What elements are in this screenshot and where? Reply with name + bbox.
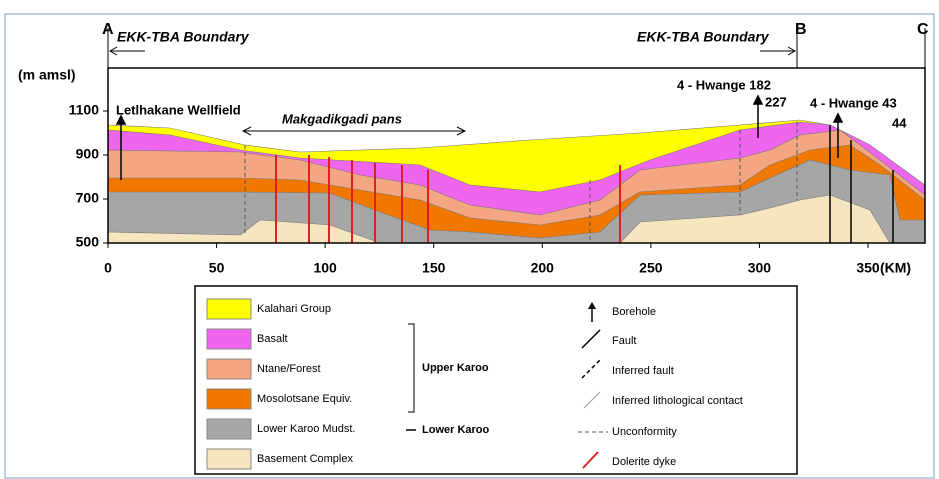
y-tick-label: 900 — [76, 146, 100, 162]
legend-swatch — [206, 418, 252, 440]
axes: 0 50 100 150 200 250 300 350 500 700 900 1100 — [69, 102, 880, 276]
layers — [107, 119, 926, 244]
symbol-label: Inferred lithological contact — [612, 395, 743, 407]
x-tick-label: 0 — [104, 260, 112, 276]
legend-swatch — [206, 388, 252, 410]
hwange-182: 4 - Hwange 182 — [677, 77, 771, 92]
dykes — [275, 155, 621, 243]
y-tick-label: 500 — [76, 234, 100, 250]
faults — [829, 125, 894, 243]
icon-inferred-fault — [581, 359, 601, 379]
legend-label: Lower Karoo Mudst. — [257, 423, 355, 435]
legend-label: Ntane/Forest — [257, 363, 321, 375]
y-tick-label: 1100 — [69, 102, 100, 118]
group-lower: Lower Karoo — [422, 424, 490, 436]
boundary-left: EKK-TBA Boundary — [117, 29, 250, 45]
boreholes — [115, 94, 844, 180]
hwange-43: 4 - Hwange 43 — [810, 95, 897, 110]
wellfield-label: Letlhakane Wellfield — [116, 102, 241, 117]
page-frame — [4, 13, 935, 479]
borehole-head — [832, 112, 844, 123]
arrow-head — [787, 46, 797, 56]
symbol-label: Borehole — [612, 306, 656, 318]
legend-swatch — [206, 328, 252, 350]
hwange-43-depth: 44 — [892, 115, 907, 130]
upper-bracket — [408, 323, 415, 413]
symbol-label: Fault — [612, 335, 636, 347]
x-tick-label: 50 — [209, 260, 225, 276]
x-tick-label: 200 — [531, 260, 555, 276]
symbol-label: Unconformity — [612, 426, 677, 438]
icon-contact — [583, 391, 601, 409]
symbol-label: Dolerite dyke — [612, 456, 676, 468]
pans-label: Makgadikgadi pans — [282, 111, 402, 126]
x-unit: (KM) — [880, 260, 911, 276]
label-a: A — [102, 21, 114, 38]
icon-dyke — [582, 451, 599, 469]
borehole-head — [115, 114, 127, 125]
legend-swatch — [206, 298, 252, 320]
x-tick-label: 350 — [856, 260, 880, 276]
boundary-right: EKK-TBA Boundary — [637, 29, 770, 45]
legend-swatch — [206, 358, 252, 380]
label-b: B — [795, 21, 807, 38]
inferred-faults — [244, 122, 798, 240]
symbol-label: Inferred fault — [612, 365, 674, 377]
icon-fault — [581, 329, 601, 349]
symbol-legend: Borehole Fault Inferred fault Inferred lith… — [612, 306, 743, 468]
arrow-head — [241, 126, 467, 136]
legend: Kalahari Group Basalt Ntane/Forest Mosolots… — [206, 298, 355, 470]
legend-swatch — [206, 448, 252, 470]
x-tick-label: 250 — [639, 260, 663, 276]
legend-label: Mosolotsane Equiv. — [257, 393, 352, 405]
legend-label: Kalahari Group — [257, 303, 331, 315]
legend-label: Basalt — [257, 333, 288, 345]
borehole-head — [752, 94, 764, 105]
symbol-icons — [578, 302, 608, 469]
icon-borehole-head — [588, 302, 596, 309]
arrow-head — [108, 46, 118, 56]
legend-box — [194, 285, 798, 475]
hwange-182-depth: 227 — [765, 94, 787, 109]
boundary-arrows — [107, 28, 926, 136]
x-tick-label: 100 — [313, 260, 337, 276]
y-tick-label: 700 — [76, 190, 100, 206]
x-tick-label: 150 — [422, 260, 446, 276]
y-unit: (m amsl) — [18, 67, 76, 83]
legend-label: Basement Complex — [257, 453, 353, 465]
x-tick-label: 300 — [748, 260, 772, 276]
label-c: C — [917, 21, 929, 38]
group-upper: Upper Karoo — [422, 362, 489, 374]
